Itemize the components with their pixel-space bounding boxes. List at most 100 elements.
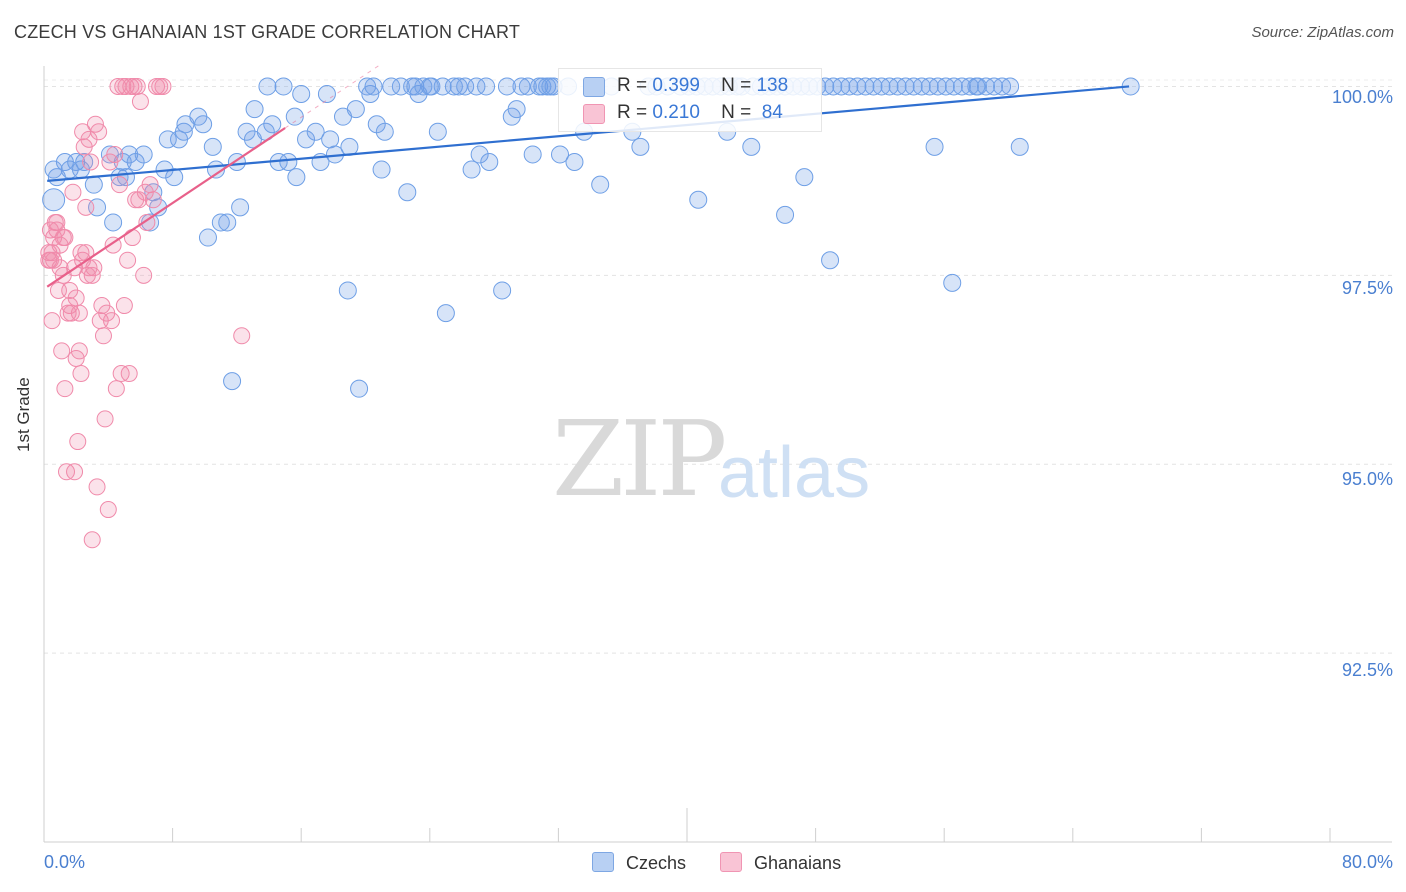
czech-point	[279, 153, 298, 171]
y-axis-label: 1st Grade	[14, 377, 33, 452]
czech-point	[274, 77, 293, 96]
czech-point	[75, 153, 94, 171]
czech-point	[1010, 137, 1029, 156]
r-value: 0.399	[652, 75, 700, 96]
ghana-point	[83, 531, 101, 549]
czech-point	[428, 122, 447, 141]
ghana-point	[54, 229, 72, 247]
czech-point	[42, 188, 66, 212]
czech-point	[480, 153, 499, 171]
czech-point	[523, 145, 542, 164]
czech-point	[821, 251, 840, 270]
czech-point	[382, 77, 401, 96]
czech-point	[689, 190, 708, 209]
czech-point	[321, 130, 340, 149]
czech-point	[338, 281, 357, 300]
watermark-zip: ZIP	[552, 398, 727, 520]
czech-point	[507, 100, 526, 119]
ghana-point	[56, 380, 74, 398]
n-label: N =	[721, 102, 752, 123]
czech-point	[263, 115, 282, 134]
r-label: R =	[617, 75, 648, 96]
legend-czechs[interactable]: Czechs	[592, 852, 686, 874]
czech-point	[223, 372, 242, 391]
czech-point	[350, 379, 369, 398]
ghana-point	[233, 327, 251, 345]
czech-point	[104, 213, 123, 232]
czech-point	[742, 137, 761, 156]
ghana-point	[111, 176, 129, 194]
ghana-point	[64, 183, 82, 201]
ghana-point	[123, 229, 141, 247]
ghana-point	[107, 380, 125, 398]
czech-point	[943, 273, 962, 292]
ghana-point	[103, 312, 121, 330]
ghana-point	[72, 365, 90, 383]
r-value: 0.210	[652, 102, 700, 123]
czech-point	[776, 205, 795, 224]
ghana-point	[66, 463, 84, 481]
czech-point	[364, 77, 383, 96]
ghana-point	[70, 342, 88, 360]
x-tick-label: 80.0%	[1341, 852, 1393, 872]
ghana-point	[88, 478, 106, 496]
ghana-point	[128, 77, 146, 95]
ghana-point	[41, 251, 59, 269]
ghana-point	[99, 501, 117, 519]
x-tick-label: 0.0%	[44, 852, 86, 872]
czech-point	[477, 77, 496, 96]
ghana-legend-swatch	[720, 852, 742, 872]
chart-title: CZECH VS GHANAIAN 1ST GRADE CORRELATION …	[14, 22, 521, 42]
ghana-point	[82, 153, 100, 171]
y-tick-label: 92.5%	[1341, 660, 1393, 680]
n-label: N =	[721, 75, 752, 96]
czech-point	[198, 228, 217, 247]
czech-point	[120, 145, 139, 164]
y-tick-label: 100.0%	[1331, 87, 1393, 107]
czech-legend-swatch	[592, 852, 614, 872]
czech-point	[398, 183, 417, 202]
czech-point	[245, 100, 264, 119]
czech-point	[84, 175, 103, 194]
czech-point	[631, 137, 650, 156]
ghana-point	[83, 266, 101, 284]
czech-point	[292, 85, 311, 103]
czech-point	[372, 160, 391, 179]
czech-point	[497, 77, 516, 96]
watermark-atlas: atlas	[718, 433, 871, 513]
ghana-point	[154, 77, 172, 95]
ghana-trend-extension	[284, 63, 382, 129]
ghana-swatch	[583, 104, 605, 124]
czech-point	[174, 122, 193, 141]
n-value: 138	[756, 75, 789, 96]
czech-point	[470, 145, 489, 164]
ghana-trend-line	[46, 127, 286, 288]
czech-point	[512, 77, 531, 96]
r-label: R =	[617, 102, 648, 123]
czech-point	[591, 175, 610, 194]
czech-point	[317, 85, 336, 103]
czech-point	[194, 115, 213, 134]
czech-point	[237, 122, 256, 141]
czech-point	[493, 281, 512, 300]
ghana-point	[70, 304, 88, 322]
czech-point	[436, 304, 455, 323]
ghana-point	[96, 410, 114, 428]
ghana-point	[141, 176, 159, 194]
ghana-point	[77, 198, 95, 216]
czech-point	[346, 100, 365, 119]
ghana-point	[144, 191, 162, 209]
czech-point	[925, 137, 944, 156]
legend-ghanaians[interactable]: Ghanaians	[720, 852, 841, 874]
czech-point	[203, 137, 222, 156]
czech-swatch	[583, 77, 605, 97]
ghana-point	[90, 123, 108, 141]
czech-point	[375, 122, 394, 141]
czech-point	[287, 168, 306, 187]
ghana-point	[53, 342, 71, 360]
y-tick-label: 97.5%	[1341, 278, 1393, 298]
stats-legend: R = 0.399 N = 138 R = 0.210 N = 84	[558, 68, 822, 132]
ghana-point	[120, 365, 138, 383]
czech-point	[231, 198, 250, 217]
